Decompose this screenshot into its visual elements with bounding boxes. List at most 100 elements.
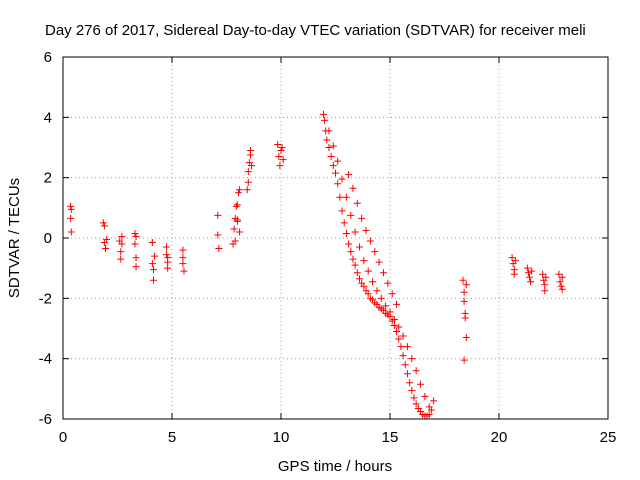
data-point <box>353 199 361 207</box>
data-point <box>320 110 328 118</box>
y-axis-label: SDTVAR / TECUs <box>6 178 23 298</box>
data-point <box>461 314 469 322</box>
data-points <box>67 110 566 420</box>
data-point <box>215 245 223 253</box>
data-point <box>336 193 344 201</box>
data-point <box>403 343 411 351</box>
data-point <box>67 202 75 210</box>
y-tick-labels: -6 -4 -2 0 2 4 6 <box>39 49 52 428</box>
y-tick-label: 2 <box>44 170 52 187</box>
data-point <box>388 290 396 298</box>
data-point <box>103 236 111 244</box>
data-point <box>425 410 433 418</box>
data-point <box>508 254 516 262</box>
data-point <box>511 257 519 265</box>
y-tick-label: -4 <box>39 351 52 368</box>
data-point <box>408 355 416 363</box>
data-point <box>375 258 383 266</box>
data-point <box>399 332 407 340</box>
data-point <box>349 184 357 192</box>
x-tick-label: 0 <box>59 429 67 446</box>
data-point <box>329 162 337 170</box>
data-point <box>148 260 156 268</box>
data-point <box>526 273 534 281</box>
data-point <box>67 205 75 213</box>
x-tick-label: 10 <box>273 429 290 446</box>
data-point <box>117 248 125 256</box>
data-point <box>390 321 398 329</box>
data-point <box>401 361 409 369</box>
data-point <box>353 269 361 277</box>
data-point <box>417 380 425 388</box>
data-point <box>462 281 470 289</box>
data-point <box>248 162 256 170</box>
data-point <box>345 240 353 248</box>
axis-ticks <box>62 56 609 420</box>
data-point <box>362 226 370 234</box>
data-point <box>100 222 108 230</box>
data-point <box>412 367 420 375</box>
data-point <box>274 140 282 148</box>
data-point <box>527 278 535 286</box>
data-point <box>408 386 416 394</box>
data-point <box>351 228 359 236</box>
data-point <box>557 282 565 290</box>
data-point <box>327 153 335 161</box>
x-axis-label: GPS time / hours <box>278 458 392 475</box>
y-tick-label: -2 <box>39 290 52 307</box>
data-point <box>179 246 187 254</box>
data-point <box>377 294 385 302</box>
data-point <box>371 248 379 256</box>
data-point <box>244 168 252 176</box>
x-tick-label: 15 <box>382 429 399 446</box>
data-point <box>342 229 350 237</box>
data-point <box>412 400 420 408</box>
data-point <box>214 231 222 239</box>
data-point <box>360 257 368 265</box>
data-point <box>558 273 566 281</box>
data-point <box>338 175 346 183</box>
data-point <box>236 186 244 194</box>
data-point <box>347 211 355 219</box>
data-point <box>233 201 241 209</box>
data-point <box>321 116 329 124</box>
data-point <box>397 343 405 351</box>
data-point <box>132 263 140 271</box>
data-point <box>355 275 363 283</box>
data-point <box>542 273 550 281</box>
data-point <box>460 288 468 296</box>
data-point <box>102 245 110 253</box>
data-point <box>275 153 283 161</box>
data-point <box>369 278 377 286</box>
data-point <box>541 287 549 295</box>
data-point <box>523 264 531 272</box>
data-point <box>278 144 286 151</box>
data-point <box>384 279 392 287</box>
y-tick-label: 6 <box>44 49 52 66</box>
data-point <box>462 334 470 342</box>
data-point <box>230 225 238 233</box>
data-point <box>179 254 187 262</box>
data-point <box>325 144 333 151</box>
data-point <box>364 267 372 275</box>
data-point <box>334 180 342 188</box>
data-point <box>358 214 366 222</box>
chart-title: Day 276 of 2017, Sidereal Day-to-day VTE… <box>45 22 586 39</box>
data-point <box>233 216 241 224</box>
data-point <box>524 269 532 277</box>
data-point <box>164 264 172 272</box>
data-point <box>131 240 139 248</box>
data-point <box>403 370 411 378</box>
data-point <box>360 282 368 290</box>
x-tick-label: 20 <box>491 429 508 446</box>
data-point <box>132 232 140 240</box>
data-point <box>390 315 398 323</box>
data-point <box>236 228 244 236</box>
data-point <box>421 392 429 400</box>
data-point <box>393 300 401 308</box>
data-point <box>382 302 390 310</box>
grid-lines <box>63 57 608 419</box>
data-point <box>67 228 75 236</box>
